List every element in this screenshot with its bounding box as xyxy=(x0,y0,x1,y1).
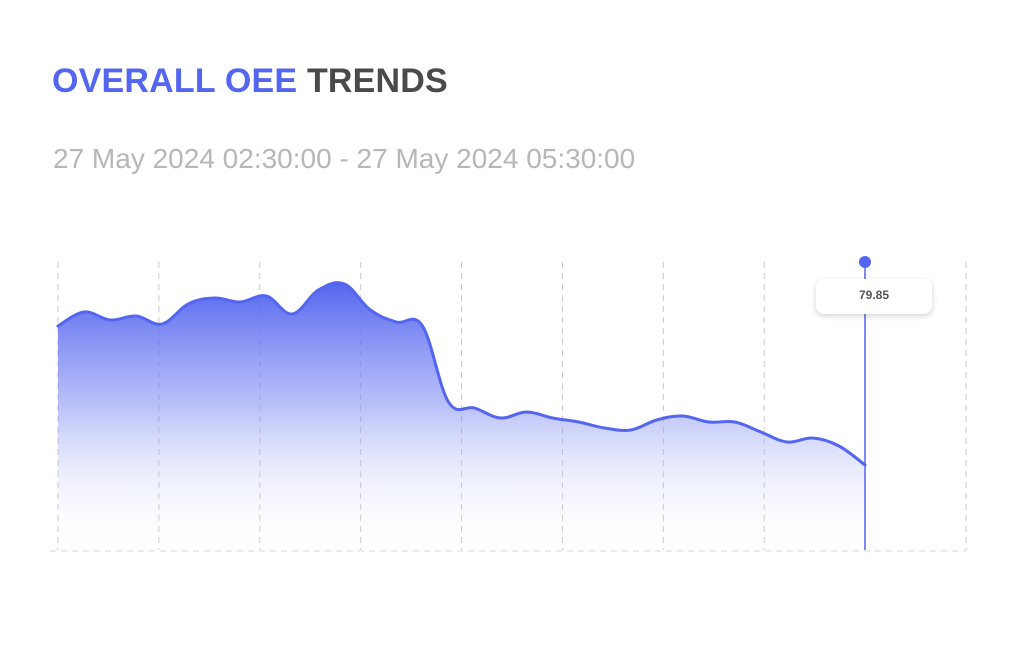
series-line xyxy=(56,281,867,467)
date-range-label: 27 May 2024 02:30:00 - 27 May 2024 05:30… xyxy=(53,143,636,174)
tooltip-value: 79.85 xyxy=(858,288,890,302)
chart-title: OVERALL OEE TRENDS xyxy=(52,62,448,101)
cursor-handle-dot[interactable] xyxy=(859,256,871,268)
series-area xyxy=(58,282,865,551)
title-accent: OVERALL OEE xyxy=(52,62,298,100)
value-tooltip: 79.85 xyxy=(816,279,932,314)
title-rest: TRENDS xyxy=(306,62,448,100)
hover-cursor[interactable] xyxy=(859,256,871,550)
